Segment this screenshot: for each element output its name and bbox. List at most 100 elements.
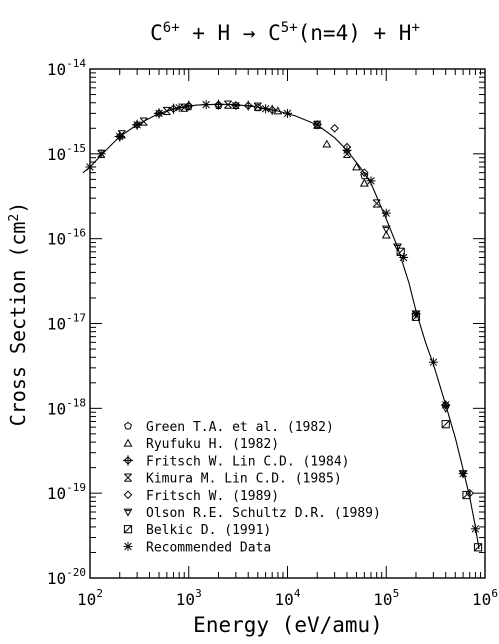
x-tick-base: 10 (176, 590, 195, 609)
data-point (366, 176, 376, 186)
marker-shape (367, 177, 375, 185)
data-point (428, 357, 438, 367)
marker-shape (381, 230, 391, 239)
axis-ticks (89, 69, 485, 579)
data-point (261, 104, 271, 114)
x-tick-base: 10 (77, 590, 96, 609)
data-point (132, 120, 142, 130)
y-axis-label: Cross Section (cm2) (6, 202, 30, 427)
marker-shape (175, 103, 183, 112)
marker-shape (343, 146, 351, 155)
y-tick-exp: -18 (66, 396, 86, 409)
data-point (470, 524, 480, 534)
y-tick-label: 10-16 (47, 227, 86, 249)
data-point (458, 469, 468, 479)
series-triangle-up (273, 106, 391, 239)
legend-label: Fritsch W. (1989) (146, 489, 279, 504)
y-tick-exp: -15 (66, 142, 86, 155)
legend-label: Fritsch W. Lin C.D. (1984) (146, 454, 350, 469)
title-sup: 6+ (163, 20, 180, 36)
marker-shape (360, 168, 369, 177)
data-point (372, 199, 381, 208)
y-tick-exp: -16 (66, 227, 86, 240)
data-point (462, 490, 471, 500)
marker-shape (124, 473, 132, 482)
marker-shape (283, 109, 292, 118)
tick-labels: 102 103 104 105 10610-1410-1510-1610-1710-18… (47, 57, 498, 609)
y-tick-exp: -20 (66, 566, 86, 579)
y-tick-base: 10 (47, 230, 66, 249)
legend-marker (124, 421, 132, 430)
data-point (96, 149, 106, 159)
data-point (283, 108, 292, 118)
x-tick-base: 10 (275, 590, 294, 609)
marker-shape (330, 123, 339, 133)
y-tick-base: 10 (47, 145, 66, 164)
data-point (381, 225, 391, 234)
series-square (396, 247, 483, 552)
marker-shape (474, 543, 482, 552)
data-point (411, 309, 421, 319)
legend-marker (123, 525, 133, 534)
marker-shape (372, 199, 381, 208)
data-point (139, 117, 148, 126)
marker-shape (429, 358, 438, 366)
series-asterisk (85, 100, 480, 534)
legend-marker (124, 473, 132, 482)
marker-shape (155, 109, 163, 118)
marker-shape (381, 225, 391, 234)
x-axis-label: Energy (eV/amu) (193, 613, 383, 637)
y-tick-label: 10-15 (47, 142, 86, 164)
marker-shape (232, 101, 240, 110)
y-tick-base: 10 (47, 315, 66, 334)
title-part: C (150, 21, 163, 45)
title-sup: 5+ (281, 20, 298, 36)
marker-shape (123, 525, 133, 534)
title-sup: + (411, 20, 419, 36)
marker-shape (139, 117, 148, 126)
marker-shape (462, 491, 471, 500)
x-tick-exp: 6 (491, 587, 498, 600)
data-point (162, 106, 171, 116)
data-points (85, 99, 483, 552)
marker-shape (97, 150, 105, 158)
x-tick-base: 10 (472, 590, 491, 609)
marker-shape (396, 247, 405, 256)
x-tick-exp: 2 (96, 587, 103, 600)
legend-marker (123, 438, 133, 447)
data-point (231, 101, 241, 111)
data-point (154, 108, 164, 118)
data-point (352, 162, 361, 171)
marker-shape (162, 107, 171, 115)
data-point (399, 252, 409, 262)
data-point (381, 208, 391, 218)
legend-marker (122, 455, 134, 466)
series-plus-diamond (114, 99, 278, 142)
data-point (85, 162, 95, 172)
x-tick-exp: 4 (294, 587, 301, 600)
ylabel-sup: 2 (7, 214, 22, 222)
x-tick-label: 106 (472, 587, 498, 609)
data-point (342, 145, 352, 155)
legend-marker (123, 508, 133, 517)
legend: Green T.A. et al. (1982) Ryufuku H. (1982… (122, 420, 381, 555)
x-tick-label: 105 (373, 587, 399, 609)
y-tick-label: 10-20 (47, 566, 86, 588)
data-point (273, 106, 283, 115)
marker-shape (86, 163, 94, 171)
x-tick-label: 102 (77, 587, 103, 609)
marker-shape (273, 106, 283, 115)
marker-shape (124, 542, 132, 551)
marker-shape (202, 100, 210, 109)
y-tick-label: 10-17 (47, 312, 86, 334)
data-point (224, 100, 233, 109)
data-point (359, 178, 369, 187)
legend-label: Kimura M. Lin C.D. (1985) (146, 472, 342, 487)
series-triangle-down (381, 225, 468, 479)
marker-shape (441, 401, 450, 409)
legend-marker (123, 541, 133, 551)
legend-label: Green T.A. et al. (1982) (146, 420, 334, 435)
data-point (330, 123, 339, 133)
